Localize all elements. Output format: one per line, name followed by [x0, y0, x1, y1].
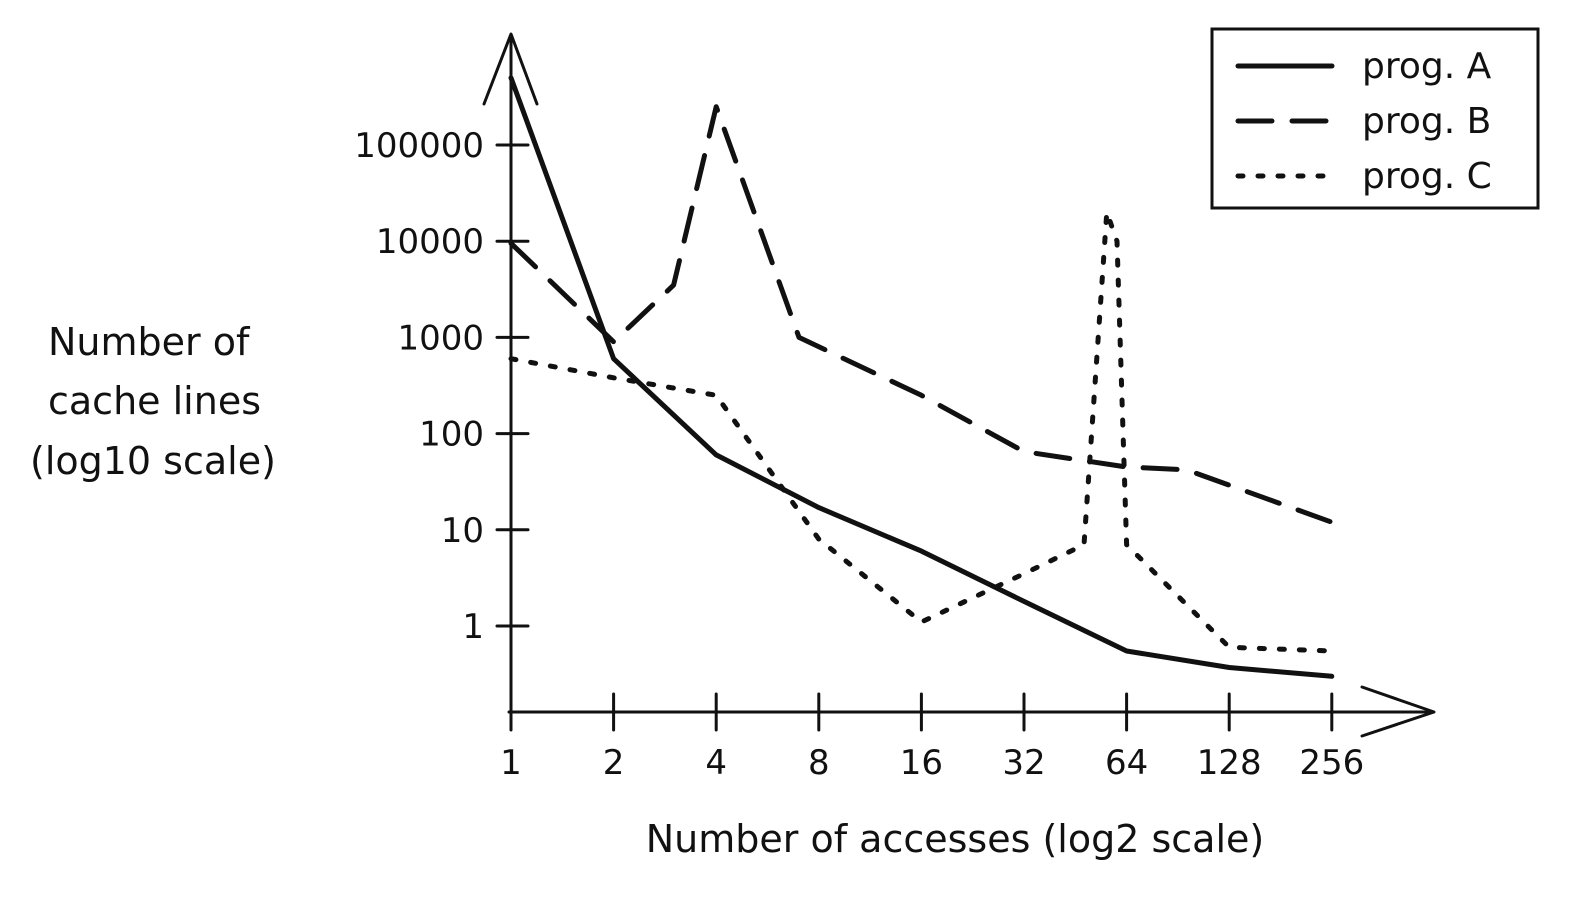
y-axis-title-line-1: Number of — [48, 320, 251, 364]
x-tick-label: 64 — [1105, 743, 1148, 783]
y-ticks: 1 10 100 1000 10000 100000 — [354, 126, 530, 647]
x-tick-label: 4 — [705, 743, 727, 783]
y-tick-label: 10000 — [376, 222, 484, 262]
series-group — [508, 75, 1335, 679]
y-axis-title-line-3: (log10 scale) — [30, 439, 276, 483]
x-tick-label: 8 — [808, 743, 830, 783]
y-tick-label: 100000 — [354, 126, 484, 166]
y-axis-title-line-2: cache lines — [48, 379, 261, 423]
series-line-prog-b — [508, 104, 1335, 525]
x-tick-label: 2 — [603, 743, 625, 783]
x-axis-arrow — [1360, 685, 1436, 738]
series-line-prog-c — [508, 209, 1335, 654]
legend-label: prog. B — [1362, 101, 1491, 142]
y-tick-label: 100 — [419, 415, 484, 455]
y-axis-title: Number of cache lines (log10 scale) — [30, 320, 276, 483]
y-axis-arrow — [482, 32, 539, 106]
x-tick-label: 128 — [1197, 743, 1262, 783]
x-tick-label: 256 — [1299, 743, 1364, 783]
x-tick-label: 32 — [1002, 743, 1045, 783]
legend-label: prog. C — [1362, 156, 1492, 197]
x-tick-label: 16 — [900, 743, 943, 783]
x-ticks: 1 2 4 8 16 32 64 128 256 — [500, 692, 1364, 783]
legend-label: prog. A — [1362, 46, 1492, 87]
x-tick-label: 1 — [500, 743, 522, 783]
x-axis-title: Number of accesses (log2 scale) — [646, 817, 1264, 861]
axes — [482, 32, 1436, 738]
y-tick-label: 1000 — [397, 318, 484, 358]
legend: prog. A prog. B prog. C — [1210, 27, 1540, 210]
y-tick-label: 10 — [441, 511, 484, 551]
y-tick-label: 1 — [462, 607, 484, 647]
series-line-prog-a — [508, 75, 1335, 679]
